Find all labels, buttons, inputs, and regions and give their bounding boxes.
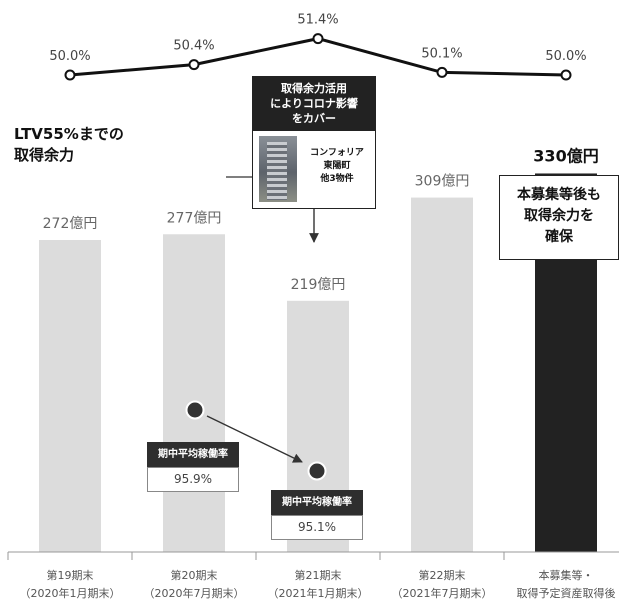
bar [39,240,101,552]
ltv-point [436,66,448,78]
x-axis: 第19期末 （2020年1月期末） 第20期末 （2020年7月期末） 第21期末 （20… [7,551,619,600]
x-tick-label: 第21期末 [295,568,342,582]
occupancy-dot [185,400,205,420]
building-photo [259,136,297,202]
occupancy-value: 95.9% [147,467,239,492]
occupancy-box-21: 期中平均稼働率 95.1% [271,490,363,540]
ltv-point [64,69,76,81]
x-tick-label: 本募集等・ [539,568,594,582]
x-tick-label: （2021年7月期末） [392,586,493,600]
ltv-value-label: 51.4% [297,13,338,28]
ltv-value-label: 50.1% [421,46,462,61]
x-tick-label: 第20期末 [171,568,218,582]
occupancy-dot [307,461,327,481]
occupancy-label: 期中平均稼働率 [271,490,363,515]
bar [163,234,225,552]
bar [411,197,473,552]
bar-value-label: 330億円 [533,146,598,165]
covid-callout-heading: 取得余力活用 によりコロナ影響 をカバー [253,77,375,131]
ltv-point [560,69,572,81]
x-tick-label: （2020年7月期末） [144,586,245,600]
annotation-arrows [185,209,327,481]
after-offering-note: 本募集等後も 取得余力を 確保 [499,175,619,260]
bar-value-label: 277億円 [167,210,222,226]
ltv-value-label: 50.0% [545,49,586,64]
bar-series [39,173,597,552]
ltv-capacity-title: LTV55%までの 取得余力 [14,125,124,164]
x-tick-label: 第19期末 [47,568,94,582]
ltv-value-label: 50.0% [49,49,90,64]
x-tick-label: 取得予定資産取得後 [517,586,616,600]
x-tick-label: （2021年1月期末） [268,586,369,600]
ltv-point [312,33,324,45]
covid-callout-property: コンフォリア 東陽町 他3物件 [310,148,364,184]
occupancy-label: 期中平均稼働率 [147,442,239,467]
bar-value-label: 272億円 [43,216,98,232]
occupancy-box-20: 期中平均稼働率 95.9% [147,442,239,492]
x-tick-label: （2020年1月期末） [20,586,121,600]
covid-callout: 取得余力活用 によりコロナ影響 をカバー コンフォリア 東陽町 他3物件 [252,76,376,209]
ltv-line-series: 50.0% 50.4% 51.4% 50.1% 50.0% [49,13,587,81]
ltv-point [188,59,200,71]
occupancy-value: 95.1% [271,515,363,540]
bar-value-label: 309億円 [415,174,470,190]
bar-label-group: 272億円 277億円 219億円 309億円 330億円 [43,146,599,292]
bar-value-label: 219億円 [291,277,346,293]
x-tick-label: 第22期末 [419,568,466,582]
ltv-value-label: 50.4% [173,39,214,54]
occupancy-arrow [206,415,303,463]
